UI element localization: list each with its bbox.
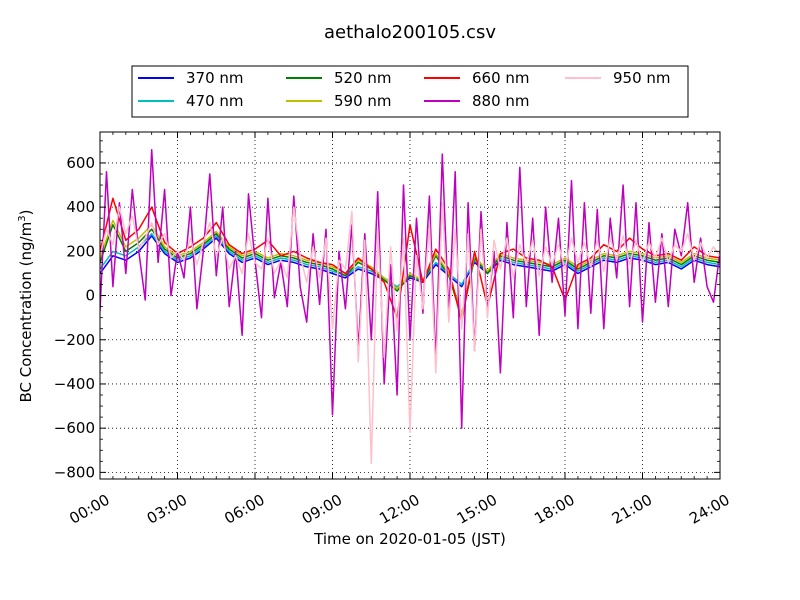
y-tick-label: 600 bbox=[66, 154, 95, 172]
legend-label: 520 nm bbox=[334, 69, 392, 87]
series-line-950-nm bbox=[100, 201, 720, 465]
legend-label: 660 nm bbox=[472, 69, 530, 87]
y-tick-label: 0 bbox=[85, 287, 95, 305]
legend-label: 590 nm bbox=[334, 92, 392, 110]
x-tick-label: 12:00 bbox=[376, 491, 422, 528]
series-group bbox=[100, 148, 720, 465]
legend-label: 370 nm bbox=[186, 69, 244, 87]
x-tick-label: 06:00 bbox=[221, 491, 267, 528]
chart-title: aethalo200105.csv bbox=[324, 22, 496, 43]
legend: 370 nm 470 nm 520 nm 590 nm 660 nm 880 nm 950 … bbox=[131, 65, 689, 118]
y-tick-labels: 600 400 200 0 −200 −400 −600 −800 bbox=[54, 154, 95, 481]
y-tick-label: −600 bbox=[54, 419, 95, 437]
y-tick-label: −200 bbox=[54, 331, 95, 349]
legend-box bbox=[131, 65, 689, 118]
legend-label: 880 nm bbox=[472, 92, 530, 110]
y-tick-label: 200 bbox=[66, 242, 95, 260]
x-tick-label: 09:00 bbox=[299, 491, 345, 528]
y-tick-label: −400 bbox=[54, 375, 95, 393]
x-tick-label: 24:00 bbox=[686, 491, 732, 528]
y-tick-label: −800 bbox=[54, 463, 95, 481]
series-line-660-nm bbox=[100, 197, 720, 323]
series-line-880-nm bbox=[100, 148, 720, 429]
y-tick-label: 400 bbox=[66, 198, 95, 216]
legend-label: 470 nm bbox=[186, 92, 244, 110]
axis-ticks bbox=[99, 132, 721, 479]
x-axis-label: Time on 2020-01-05 (JST) bbox=[313, 530, 506, 548]
legend-label: 950 nm bbox=[613, 69, 671, 87]
x-tick-label: 18:00 bbox=[531, 491, 577, 528]
x-tick-labels: 00:00 03:00 06:00 09:00 12:00 15:00 18:00 21:00… bbox=[66, 491, 732, 528]
x-tick-label: 21:00 bbox=[609, 491, 655, 528]
x-tick-label: 00:00 bbox=[66, 491, 112, 528]
y-axis-label: BC Concentration (ng/m3) bbox=[17, 210, 35, 403]
x-tick-label: 03:00 bbox=[144, 491, 190, 528]
x-tick-label: 15:00 bbox=[454, 491, 500, 528]
